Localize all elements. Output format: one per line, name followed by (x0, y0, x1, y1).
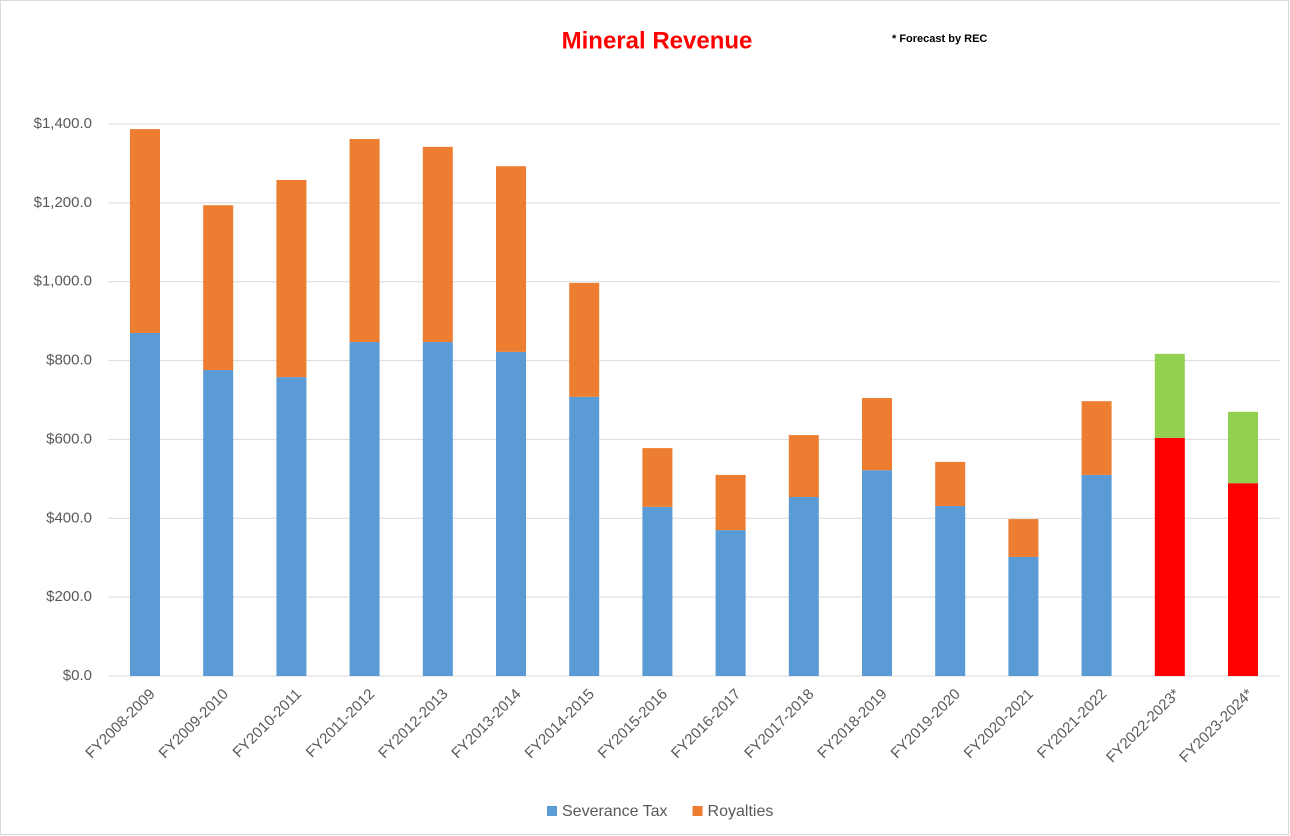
chart-title: Mineral Revenue (562, 27, 753, 54)
bar-segment (569, 282, 600, 397)
legend-swatch (547, 806, 557, 816)
bar-segment (1008, 519, 1039, 557)
bar-segment (1008, 556, 1039, 676)
y-tick-label: $0.0 (63, 667, 92, 684)
bar-segment (349, 138, 380, 343)
bar-segment (422, 146, 453, 343)
legend-label: Severance Tax (562, 803, 668, 820)
bar-segment (862, 398, 892, 471)
bar-segment (276, 377, 307, 676)
bar-segment (496, 166, 526, 352)
y-tick-label: $1,000.0 (34, 273, 92, 290)
bar-segment (1154, 437, 1185, 676)
y-tick-label: $200.0 (46, 588, 92, 605)
bar-segment (203, 370, 234, 676)
bar-segment (569, 396, 600, 676)
bar-segment (130, 332, 160, 676)
bar-segment (496, 351, 526, 676)
y-tick-label: $400.0 (46, 509, 92, 526)
bar-segment (862, 470, 892, 676)
bar-segment (935, 461, 966, 507)
bar-segment (1081, 401, 1112, 475)
bar-segment (203, 205, 234, 371)
legend-label: Royalties (708, 803, 774, 820)
bar-segment (788, 496, 819, 676)
bar-segment (1081, 474, 1112, 676)
bar-segment (1154, 353, 1185, 438)
bar-segment (715, 530, 746, 676)
y-tick-label: $1,200.0 (34, 194, 92, 211)
bar-segment (1228, 483, 1258, 676)
bar-segment (130, 129, 160, 333)
bar-segment (642, 506, 673, 676)
bar-segment (1228, 411, 1258, 484)
bar-segment (935, 506, 966, 676)
legend-swatch (692, 806, 703, 816)
bar-segment (422, 342, 453, 676)
bar-segment (715, 474, 746, 531)
bar-segment (276, 179, 307, 378)
bar-segment (349, 342, 380, 676)
y-tick-label: $600.0 (46, 430, 92, 447)
y-tick-label: $800.0 (46, 352, 92, 369)
bar-segment (788, 435, 819, 497)
bar-segment (642, 448, 673, 507)
annotation: * Forecast by REC (892, 33, 987, 45)
y-tick-label: $1,400.0 (34, 115, 92, 132)
